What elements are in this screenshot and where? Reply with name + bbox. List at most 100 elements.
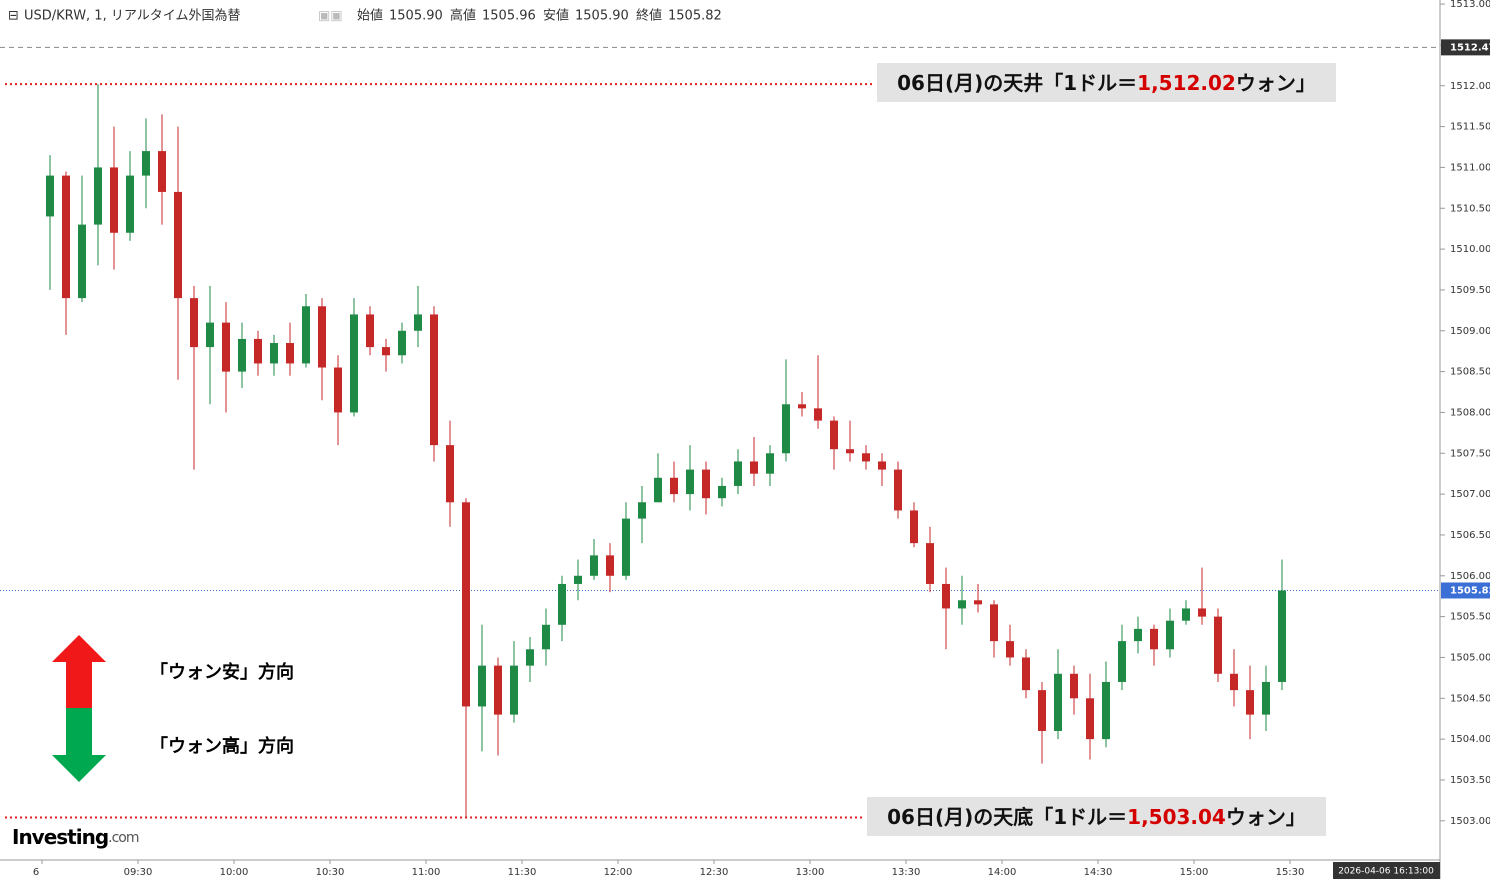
candle-body — [1230, 673, 1238, 691]
annotation-suffix: ウォン」 — [1226, 805, 1306, 829]
crosshair-label-bg — [1441, 39, 1490, 56]
candle-body — [542, 624, 550, 650]
high-value: 1505.96 — [482, 9, 536, 24]
candle-body — [1006, 641, 1014, 658]
candle-body — [1070, 673, 1078, 699]
candle-body — [430, 314, 438, 446]
close-value: 1505.82 — [668, 9, 722, 24]
low-value: 1505.90 — [575, 9, 629, 24]
candle-body — [78, 224, 86, 299]
candle-body — [686, 469, 694, 495]
x-tick-label: 6 — [33, 867, 39, 878]
logo: Investing.com — [12, 825, 139, 849]
x-tick-label: 12:00 — [604, 867, 633, 878]
y-tick-label: 1513.00 — [1450, 0, 1490, 10]
candle-body — [126, 175, 134, 233]
candle-body — [942, 583, 950, 609]
candle-body — [302, 306, 310, 364]
candle-body — [286, 343, 294, 364]
legend-strong: 「ウォン高」方向 — [150, 735, 294, 757]
annotation-prefix: 06日(月)の天井「1ドル＝ — [897, 71, 1137, 95]
down-arrow — [52, 708, 106, 782]
candle-body — [878, 461, 886, 470]
annotation-box — [867, 797, 1326, 836]
annotation-text: 06日(月)の天井「1ドル＝1,512.02ウォン」 — [897, 71, 1316, 95]
candle-body — [958, 600, 966, 609]
candle-body — [174, 191, 182, 299]
y-tick-label: 1503.00 — [1450, 816, 1490, 827]
candle-body — [798, 404, 806, 409]
last-price-label: 1505.82 — [1450, 585, 1490, 596]
annotation-value: 1,503.04 — [1127, 805, 1226, 829]
candle-body — [574, 575, 582, 584]
candle-body — [558, 583, 566, 625]
candle-body — [702, 469, 710, 499]
y-tick-label: 1509.00 — [1450, 326, 1490, 337]
x-tick-label: 11:00 — [412, 867, 441, 878]
y-tick-label: 1508.00 — [1450, 407, 1490, 418]
candle-body — [270, 343, 278, 364]
candle-body — [94, 167, 102, 225]
candle-body — [318, 306, 326, 368]
candle-body — [1214, 616, 1222, 674]
x-tick-label: 15:00 — [1180, 867, 1209, 878]
x-tick-label: 14:00 — [988, 867, 1017, 878]
annotation-value: 1,512.02 — [1137, 71, 1236, 95]
candle-body — [910, 510, 918, 544]
y-tick-label: 1511.00 — [1450, 162, 1490, 173]
candle-body — [62, 175, 70, 299]
y-tick-label: 1508.50 — [1450, 367, 1490, 378]
candle-body — [206, 322, 214, 348]
candle-body — [238, 338, 246, 372]
candle-body — [398, 330, 406, 356]
up-arrow — [52, 635, 106, 708]
candle-body — [894, 469, 902, 511]
x-tick-label: 13:00 — [796, 867, 825, 878]
candle-body — [1134, 628, 1142, 642]
candle-body — [1246, 690, 1254, 715]
candle-body — [526, 649, 534, 666]
candle-body — [1198, 608, 1206, 617]
y-tick-label: 1509.50 — [1450, 285, 1490, 296]
candle-body — [670, 477, 678, 495]
logo-brand: Investing — [12, 825, 108, 849]
x-tick-label: 12:30 — [700, 867, 729, 878]
candle-body — [222, 322, 230, 372]
candle-body — [446, 445, 454, 503]
last-price-label-bg — [1441, 582, 1490, 599]
settings-icons: ▣▣ — [318, 9, 343, 24]
candle-body — [830, 420, 838, 450]
crosshair-label: 1512.47 — [1450, 42, 1490, 53]
close-label: 終値 — [636, 8, 662, 24]
candle-body — [750, 461, 758, 474]
candle-body — [1054, 673, 1062, 731]
candle-body — [142, 151, 150, 176]
candle-body — [814, 408, 822, 421]
candle-body — [654, 477, 662, 503]
candle-body — [1278, 590, 1286, 682]
open-label: 始値 — [357, 8, 383, 24]
x-tick-label: 14:30 — [1084, 867, 1113, 878]
high-label: 高値 — [450, 8, 476, 24]
candle-body — [1150, 628, 1158, 650]
candle-body — [734, 461, 742, 486]
candle-body — [1118, 641, 1126, 682]
annotation-prefix: 06日(月)の天底「1ドル＝ — [887, 805, 1127, 829]
candle-body — [974, 600, 982, 605]
candle-body — [158, 151, 166, 192]
symbol: USD/KRW, 1, リアルタイム外国為替 — [24, 8, 240, 24]
y-tick-label: 1510.50 — [1450, 203, 1490, 214]
candle-body — [190, 298, 198, 348]
y-tick-label: 1511.50 — [1450, 122, 1490, 133]
annotation-text: 06日(月)の天底「1ドル＝1,503.04ウォン」 — [887, 805, 1306, 829]
candle-body — [366, 314, 374, 348]
x-tick-label: 15:30 — [1276, 867, 1305, 878]
candle-body — [462, 502, 470, 707]
timestamp: 2026-04-06 16:13:00 — [1338, 867, 1434, 877]
x-tick-label: 10:30 — [316, 867, 345, 878]
candle-body — [782, 404, 790, 454]
candle-body — [926, 543, 934, 584]
x-tick-label: 13:30 — [892, 867, 921, 878]
